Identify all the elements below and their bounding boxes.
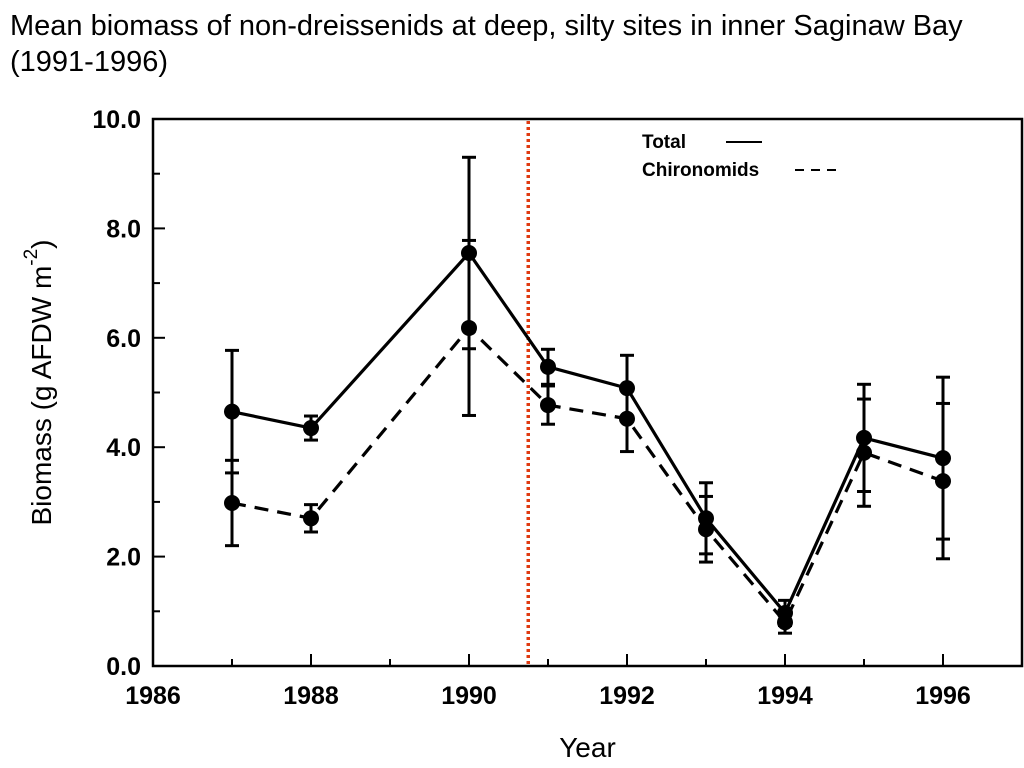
axis-ticks: 1986 1988 1990 1992 1994 1996 0.0 2.0 4.0 6.0 8.0 1… (92, 106, 970, 710)
y-axis-label-main: Biomass (g AFDW m (26, 266, 57, 526)
x-tick-label: 1996 (915, 682, 971, 710)
x-tick-label: 1988 (283, 682, 339, 710)
legend-label-chironomids: Chironomids (642, 160, 759, 181)
y-axis-label: Biomass (g AFDW m-2) (21, 239, 57, 525)
x-tick-label: 1992 (599, 682, 655, 710)
y-tick-label: 6.0 (106, 325, 141, 353)
x-tick-label: 1986 (125, 682, 181, 710)
data-point (777, 614, 793, 631)
data-point (540, 397, 556, 414)
data-point (698, 521, 714, 538)
data-point (303, 510, 319, 527)
y-tick-label: 8.0 (106, 215, 141, 243)
y-tick-label: 10.0 (92, 106, 141, 134)
series-line (231, 251, 944, 615)
y-tick-label: 2.0 (106, 544, 141, 572)
legend: Total Chironomids (642, 132, 840, 181)
series-line (231, 326, 944, 624)
y-axis-label-close: ) (26, 239, 57, 248)
data-point (303, 420, 319, 437)
data-point (619, 410, 635, 427)
data-point (461, 319, 477, 336)
x-axis-label: Year (559, 732, 616, 763)
chart-title: Mean biomass of non-dreissenids at deep,… (10, 10, 963, 78)
x-tick-label: 1994 (757, 682, 813, 710)
data-point (224, 494, 240, 511)
y-tick-label: 4.0 (106, 434, 141, 462)
legend-label-total: Total (642, 132, 686, 153)
data-point (856, 444, 872, 461)
series-layer (224, 155, 951, 635)
series-chironomids (224, 238, 951, 635)
data-point (935, 473, 951, 490)
plot-frame (151, 117, 1024, 668)
y-tick-label: 0.0 (106, 653, 141, 681)
data-point (224, 403, 240, 420)
series-total (224, 155, 951, 628)
y-axis-label-exponent: -2 (21, 249, 42, 266)
data-point (540, 358, 556, 375)
x-tick-label: 1990 (441, 682, 497, 710)
